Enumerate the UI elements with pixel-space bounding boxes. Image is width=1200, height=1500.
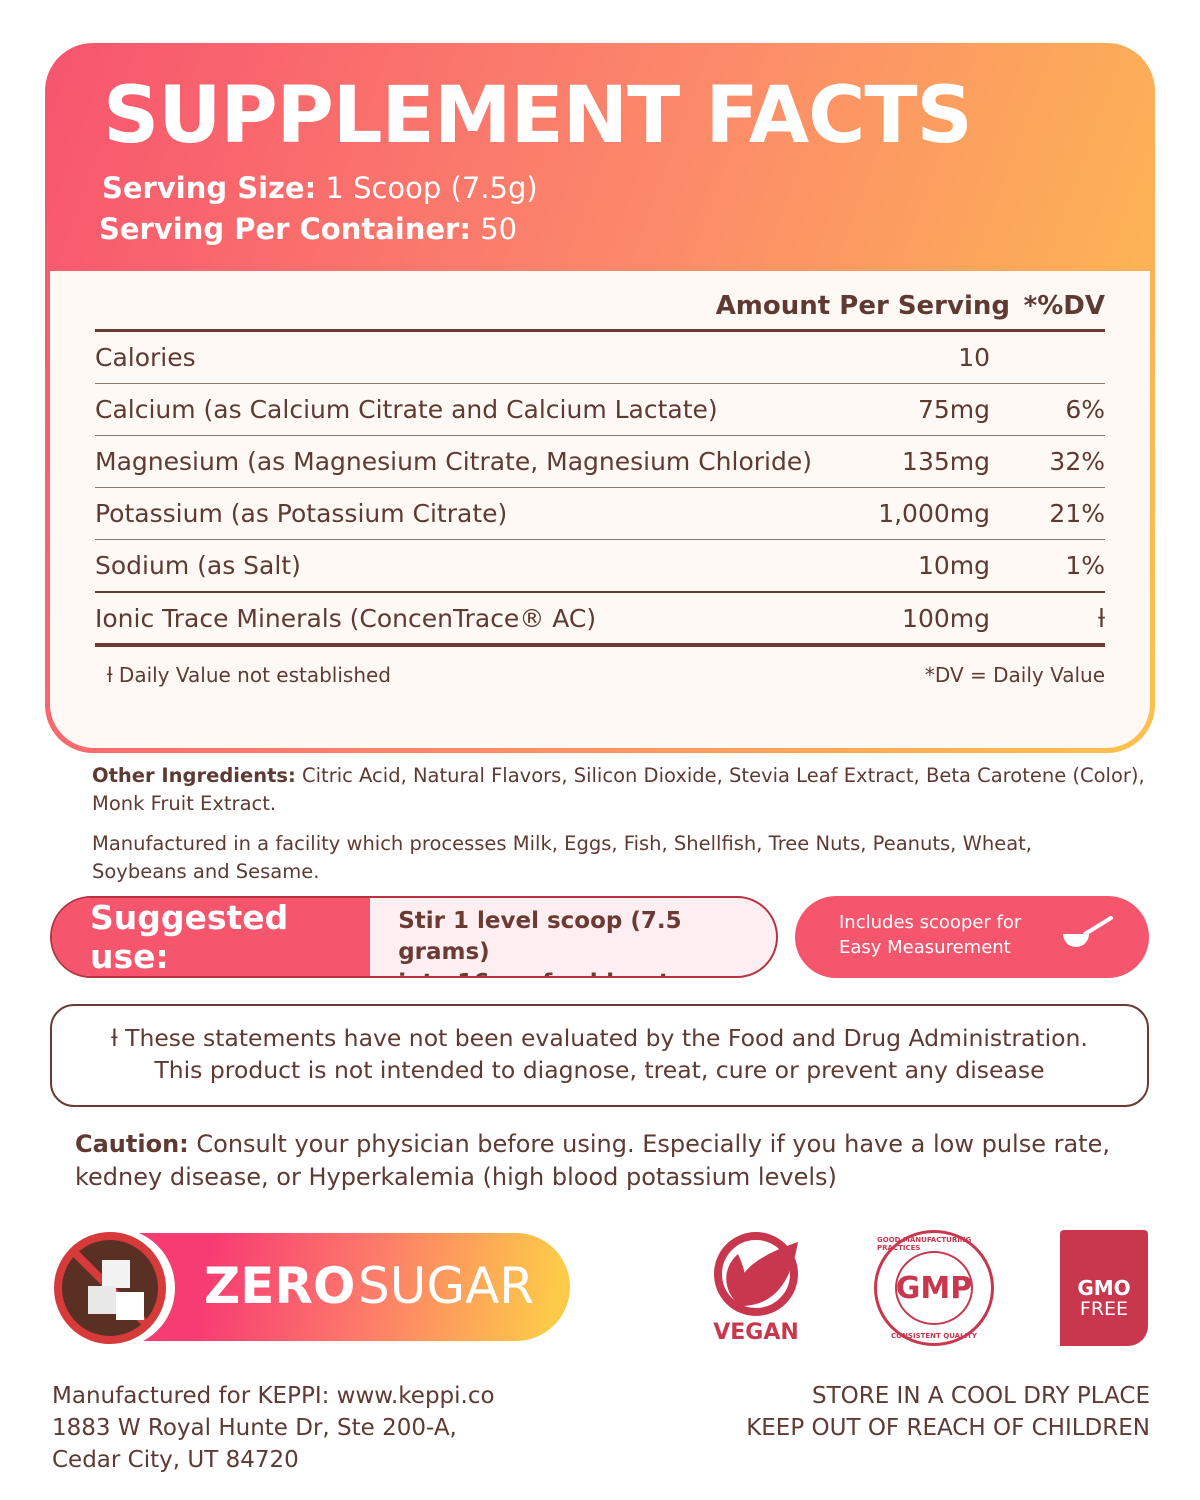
suggested-line: into 16oz of cold water <box>398 968 776 976</box>
zero-text: ZERO <box>204 1257 356 1315</box>
nutrient-amount: 75mg <box>917 395 990 424</box>
amount-header: Amount Per Serving <box>715 291 1010 321</box>
gmp-top-text: GOOD MANUFACTURING PRACTICES <box>877 1236 972 1252</box>
allergen-statement: Manufactured in a facility which process… <box>92 832 1032 883</box>
leaf-icon <box>714 1232 798 1316</box>
table-row: Calories 10 <box>95 332 1105 384</box>
nutrient-name: Calories <box>95 343 196 372</box>
supplement-facts-panel: SUPPLEMENT FACTS Serving Size: 1 Scoop (… <box>45 43 1155 753</box>
suggested-use-label: Suggested use: <box>52 898 371 976</box>
free-label: FREE <box>1079 1298 1129 1320</box>
nutrient-amount: 135mg <box>902 447 990 476</box>
dv-note: ƚ Daily Value not established <box>107 663 391 687</box>
table-row: Sodium (as Salt) 10mg 1% <box>95 540 1105 592</box>
scooper-note: Includes scooper for Easy Measurement <box>795 896 1149 978</box>
nutrient-dv: 21% <box>1049 499 1105 528</box>
nutrient-amount: 10mg <box>917 551 990 580</box>
nutrient-dv: 1% <box>1065 551 1105 580</box>
no-sugar-icon <box>54 1228 175 1348</box>
facts-table: Amount Per Serving *%DV Calories 10 Calcium… <box>95 291 1105 687</box>
gmp-badge: GMP GOOD MANUFACTURING PRACTICES CONSIST… <box>874 1230 994 1346</box>
scooper-line: Includes scooper for <box>839 912 1022 933</box>
dv-header: *%DV <box>1023 291 1105 321</box>
nutrient-name: Sodium (as Salt) <box>95 551 301 580</box>
nutrient-dv: ƚ <box>1098 603 1105 633</box>
storage-info: STORE IN A COOL DRY PLACE KEEP OUT OF REA… <box>746 1383 1150 1441</box>
table-row: Calcium (as Calcium Citrate and Calcium … <box>95 384 1105 436</box>
nutrient-amount: 1,000mg <box>878 499 990 528</box>
suggested-line: Stir 1 level scoop (7.5 grams) <box>398 908 682 965</box>
table-row: Magnesium (as Magnesium Citrate, Magnesi… <box>95 436 1105 488</box>
gmp-bottom-text: CONSISTENT QUALITY <box>890 1332 977 1340</box>
scoop-icon <box>1063 916 1113 947</box>
nutrient-amount: 10 <box>958 343 990 372</box>
fda-disclaimer: ƚ These statements have not been evaluat… <box>50 1004 1149 1107</box>
nutrient-name: Calcium (as Calcium Citrate and Calcium … <box>95 395 718 424</box>
nutrient-name: Ionic Trace Minerals (ConcenTrace® AC) <box>95 603 597 633</box>
caution: Caution: Consult your physician before u… <box>75 1130 1110 1191</box>
nutrient-name: Potassium (as Potassium Citrate) <box>95 499 508 528</box>
serving-size: Serving Size: 1 Scoop (7.5g) <box>102 171 538 205</box>
dv-legend: *DV = Daily Value <box>924 663 1105 687</box>
gmo-label: GMO <box>1077 1276 1131 1300</box>
nutrient-name: Magnesium (as Magnesium Citrate, Magnesi… <box>95 447 812 476</box>
nutrient-dv: 6% <box>1065 395 1105 424</box>
suggested-use: Suggested use: Stir 1 level scoop (7.5 g… <box>50 896 778 978</box>
nutrient-amount: 100mg <box>902 603 990 633</box>
other-ingredients: Other Ingredients: Citric Acid, Natural … <box>92 764 1145 815</box>
table-row: Ionic Trace Minerals (ConcenTrace® AC) 10… <box>95 591 1105 647</box>
manufacturer-info: Manufactured for KEPPI: www.keppi.co 1883… <box>52 1383 495 1473</box>
sugar-text: SUGAR <box>358 1257 535 1315</box>
page-title: SUPPLEMENT FACTS <box>103 71 973 161</box>
zero-sugar-banner: ZERO SUGAR <box>120 1233 570 1341</box>
table-row: Potassium (as Potassium Citrate) 1,000mg 2… <box>95 488 1105 540</box>
vegan-label: VEGAN <box>713 1320 799 1345</box>
scooper-line: Easy Measurement <box>839 937 1011 958</box>
servings-per-container: Serving Per Container: 50 <box>99 212 518 246</box>
nutrient-dv: 32% <box>1049 447 1105 476</box>
gmo-free-badge: GMO FREE <box>1060 1230 1148 1346</box>
vegan-badge: VEGAN <box>708 1228 804 1345</box>
